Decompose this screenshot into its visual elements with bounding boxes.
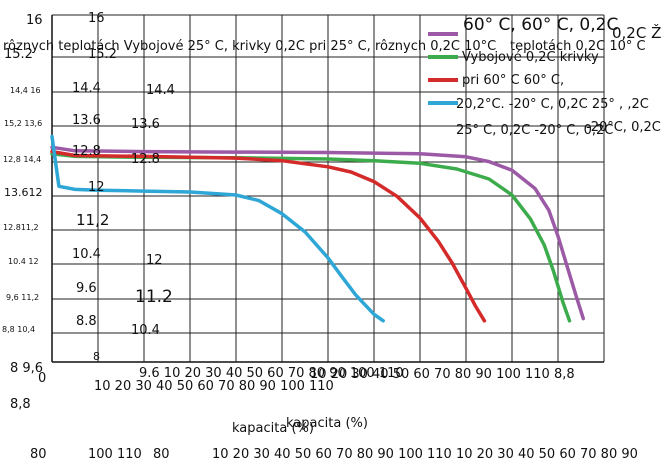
y-tick-label: 15.2 xyxy=(88,47,117,62)
y-tick-label: 14.4 xyxy=(72,81,101,96)
x-tick-label: 0 xyxy=(38,371,46,386)
x-tick-label: 9.6 10 20 30 40 50 60 70 80 90 100 110 xyxy=(139,366,404,381)
x-tick-label: 10 20 30 40 50 60 70 80 90 100 110 xyxy=(94,379,334,394)
y-tick-label: 10.4 xyxy=(72,247,101,262)
y-tick-label: 15,2 13,6 xyxy=(4,119,42,128)
y-tick-label: 8 xyxy=(93,350,100,363)
y-tick-label: 11.2 xyxy=(135,287,173,307)
y-tick-label: 10.4 xyxy=(131,323,160,338)
plot-series xyxy=(50,134,586,323)
x-tick-label: 80 xyxy=(30,447,47,462)
y-tick-label: 8,8 10,4 xyxy=(2,325,35,334)
series-line-3 xyxy=(50,134,385,323)
legend-label: 60° C, 60° C, 0,2C xyxy=(463,15,618,35)
y-tick-label: 12.8 xyxy=(72,144,101,159)
annotation-text: 25° C, 0,2C -20° C, 0,2C xyxy=(456,123,613,138)
y-tick-label: 15.2 xyxy=(4,47,33,62)
y-tick-label: 13.6 xyxy=(72,113,101,128)
legend-label: pri 60° C 60° C, xyxy=(462,73,564,88)
annotation-text: teplotách 0,2C 10° C xyxy=(510,39,646,54)
y-tick-label: 13.612 xyxy=(4,186,43,199)
y-tick-label: 12.811,2 xyxy=(3,223,39,232)
y-tick-label: 14.4 xyxy=(146,83,175,98)
y-tick-label: 10.4 12 xyxy=(8,257,39,266)
x-tick-label: 100 110 xyxy=(88,447,142,462)
series-line-0 xyxy=(50,145,586,321)
legend-label: Vybojové 0,2C krivky xyxy=(462,50,599,65)
y-tick-label: 12 xyxy=(88,180,105,195)
x-tick-label: 10 20 30 40 50 60 70 80 90 100 110 10 20… xyxy=(212,447,638,462)
y-tick-label: 12 xyxy=(146,253,163,268)
plot-grid xyxy=(51,14,605,363)
legend: 60° C, 60° C, 0,2C Vybojové 0,2C krivky … xyxy=(428,15,649,112)
y-tick-label: 14,4 16 xyxy=(10,86,41,95)
y-tick-label: 16 xyxy=(26,13,43,28)
x-tick-label: 10 20 30 40 50 60 70 80 90 100 110 8,8 xyxy=(310,367,575,382)
annotation-text: rôznych teplotách Vybojové 25° C, krivky… xyxy=(3,39,496,54)
series-line-2 xyxy=(50,149,487,323)
x-tick-label: 80 xyxy=(153,447,170,462)
annotation-text: 0,2C Ž xyxy=(612,23,661,42)
annotations: rôznych teplotách Vybojové 25° C, krivky… xyxy=(2,11,661,462)
annotation-text: -20°C, 0,2C xyxy=(586,120,661,135)
y-tick-label: 16 xyxy=(88,11,105,26)
y-tick-label: 13.6 xyxy=(131,117,160,132)
y-tick-label: 11,2 xyxy=(76,211,109,229)
x-tick-label: 8,8 xyxy=(10,397,31,412)
y-tick-label: 8 9,6 xyxy=(10,361,43,376)
legend-label: 20,2°C. -20° C, 0,2C 25° , ,2C xyxy=(456,97,649,112)
y-tick-label: 9,6 11,2 xyxy=(6,293,39,302)
y-tick-label: 12.8 xyxy=(131,152,160,167)
y-tick-label: 9.6 xyxy=(76,281,97,296)
y-tick-label: 12,8 14,4 xyxy=(3,155,41,164)
x-axis-title: kapacita (%) xyxy=(232,421,314,436)
x-axis-title: kapacita (%) xyxy=(286,416,368,431)
y-tick-label: 8.8 xyxy=(76,314,97,329)
